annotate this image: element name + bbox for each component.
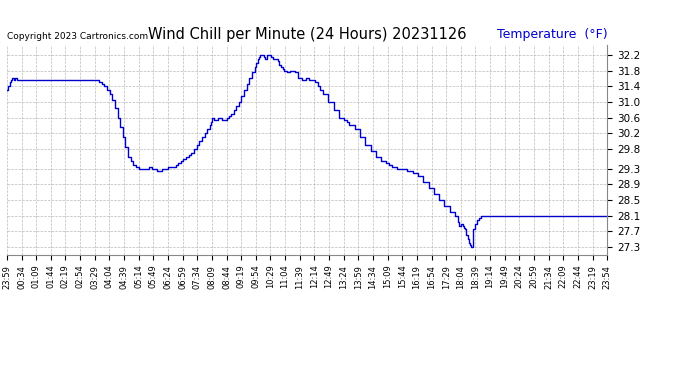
Text: Copyright 2023 Cartronics.com: Copyright 2023 Cartronics.com xyxy=(7,32,148,41)
Text: Temperature  (°F): Temperature (°F) xyxy=(497,28,607,41)
Title: Wind Chill per Minute (24 Hours) 20231126: Wind Chill per Minute (24 Hours) 2023112… xyxy=(148,27,466,42)
